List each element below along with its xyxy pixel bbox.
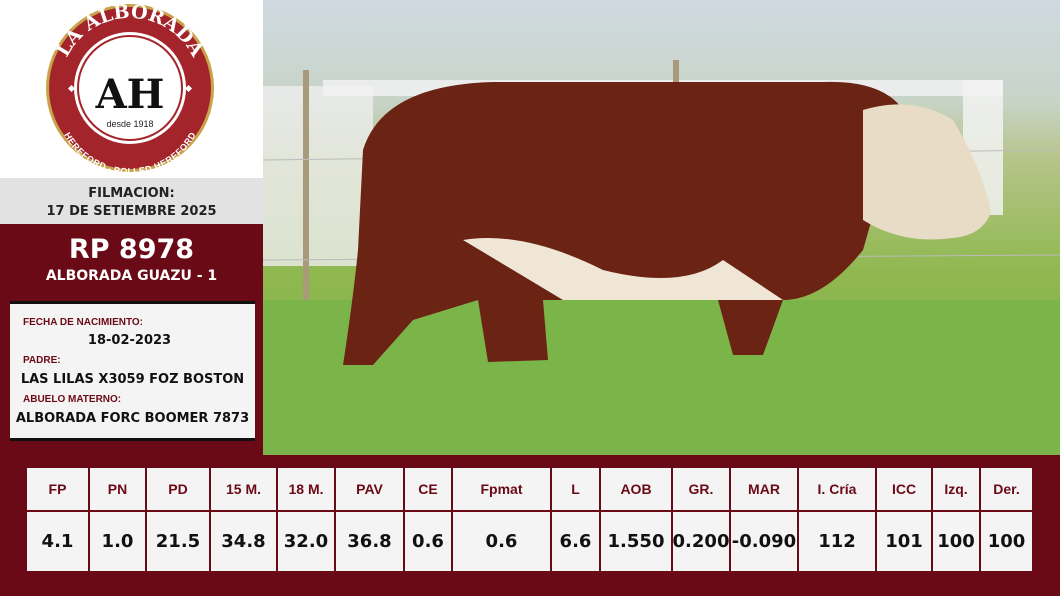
header-cell: 18 M. (277, 467, 335, 511)
value-cell: 0.200 (672, 511, 730, 572)
value-cell: -0.090 (730, 511, 798, 572)
header-cell: MAR (730, 467, 798, 511)
epd-table: FP PN PD 15 M. 18 M. PAV CE Fpmat L AOB GR. MAR I. C… (26, 467, 1033, 572)
value-cell: 101 (876, 511, 932, 572)
birth-label: FECHA DE NACIMIENTO: (23, 317, 143, 328)
value-cell: 100 (932, 511, 980, 572)
header-cell: I. Cría (798, 467, 876, 511)
svg-text:desde 1918: desde 1918 (106, 119, 153, 129)
birth-date: 18-02-2023 (87, 333, 172, 348)
header-cell: FP (26, 467, 89, 511)
logo-area: LA ALBORADA HEREFORD - POLLED HEREFORD A… (0, 0, 263, 178)
header-cell: ICC (876, 467, 932, 511)
value-cell: 34.8 (210, 511, 277, 572)
value-cell: 4.1 (26, 511, 89, 572)
header-cell: Der. (980, 467, 1033, 511)
filming-date: 17 DE SETIEMBRE 2025 (46, 204, 217, 219)
header-cell: PAV (335, 467, 404, 511)
svg-text:AH: AH (95, 71, 165, 118)
epd-header-row: FP PN PD 15 M. 18 M. PAV CE Fpmat L AOB GR. MAR I. C… (26, 467, 1033, 511)
value-cell: 1.550 (600, 511, 672, 572)
header-cell: AOB (600, 467, 672, 511)
header-cell: 15 M. (210, 467, 277, 511)
value-cell: 6.6 (551, 511, 600, 572)
epd-value-row: 4.1 1.0 21.5 34.8 32.0 36.8 0.6 0.6 6.6 1.550 0.20… (26, 511, 1033, 572)
header-cell: PD (146, 467, 210, 511)
value-cell: 100 (980, 511, 1033, 572)
header-cell: GR. (672, 467, 730, 511)
sire-name: LAS LILAS X3059 FOZ BOSTON (20, 372, 245, 387)
value-cell: 32.0 (277, 511, 335, 572)
filming-date-band: FILMACION: 17 DE SETIEMBRE 2025 (0, 178, 263, 224)
value-cell: 0.6 (452, 511, 551, 572)
value-cell: 0.6 (404, 511, 452, 572)
filming-label: FILMACION: (88, 186, 175, 201)
header-cell: Izq. (932, 467, 980, 511)
mgs-name: ALBORADA FORC BOOMER 7873 (15, 411, 250, 426)
header-cell: CE (404, 467, 452, 511)
bull-photo-illustration (262, 60, 1060, 455)
header-cell: L (551, 467, 600, 511)
rp-number: RP 8978 (68, 234, 195, 265)
left-panel: LA ALBORADA HEREFORD - POLLED HEREFORD A… (0, 0, 263, 455)
la-alborada-logo: LA ALBORADA HEREFORD - POLLED HEREFORD A… (46, 1, 214, 176)
header-cell: Fpmat (452, 467, 551, 511)
header-cell: PN (89, 467, 146, 511)
value-cell: 112 (798, 511, 876, 572)
value-cell: 1.0 (89, 511, 146, 572)
bull-photo (262, 0, 1060, 455)
mgs-label: ABUELO MATERNO: (23, 394, 122, 405)
sire-label: PADRE: (23, 355, 61, 366)
animal-name: ALBORADA GUAZU - 1 (45, 268, 218, 284)
value-cell: 36.8 (335, 511, 404, 572)
pedigree-box: FECHA DE NACIMIENTO: 18-02-2023 PADRE: L… (10, 301, 255, 441)
value-cell: 21.5 (146, 511, 210, 572)
